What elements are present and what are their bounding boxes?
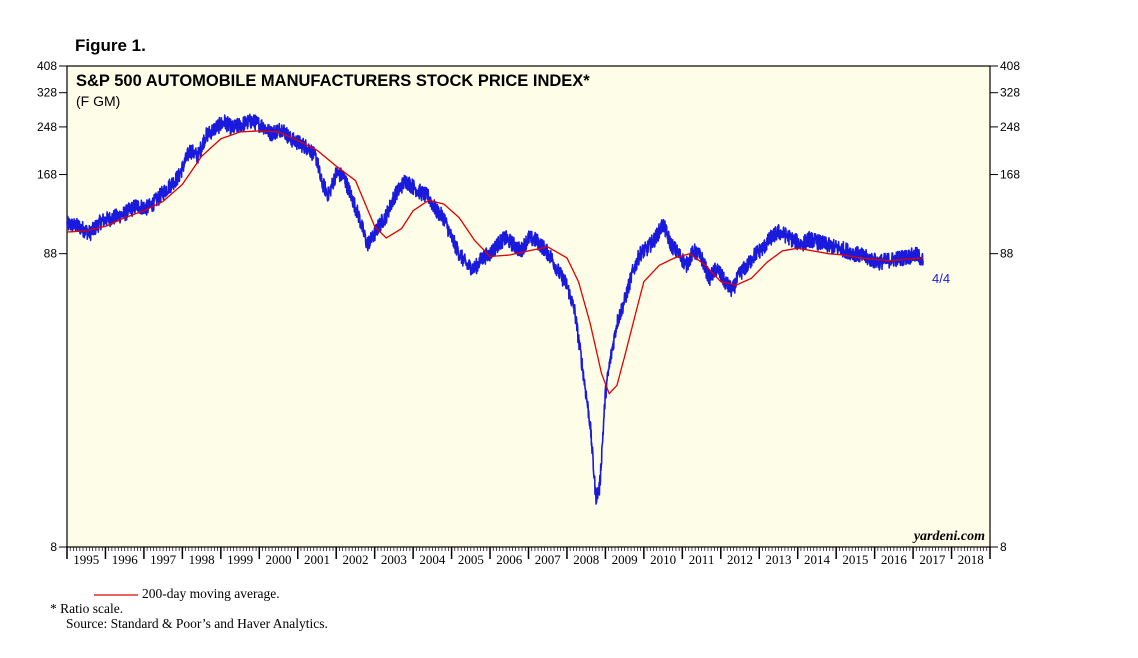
ytick-label-left: 88 [44,247,58,261]
xtick-label: 2001 [304,552,330,567]
xtick-label: 2014 [804,552,831,567]
xtick-label: 2008 [573,552,599,567]
ytick-label-right: 8 [1000,540,1007,554]
series-line-price [66,113,924,505]
xtick-label: 2011 [689,552,715,567]
xtick-label: 2016 [881,552,908,567]
xtick-label: 2007 [535,552,562,567]
xtick-label: 2006 [496,552,523,567]
ytick-label-left: 8 [50,540,57,554]
ytick-label-left: 168 [37,168,57,182]
ytick-label-right: 328 [1000,86,1020,100]
ytick-label-right: 88 [1000,247,1014,261]
end-label: 4/4 [932,271,950,286]
xtick-label: 2005 [458,552,484,567]
xtick-label: 2015 [842,552,868,567]
xtick-label: 1996 [112,552,139,567]
xtick-label: 2000 [266,552,292,567]
xtick-label: 2013 [765,552,791,567]
ytick-label-right: 168 [1000,168,1020,182]
ytick-label-left: 408 [37,59,57,73]
xtick-label: 2002 [342,552,368,567]
legend-label-ma: 200-day moving average. [142,586,280,601]
xtick-label: 2017 [919,552,946,567]
xtick-label: 2004 [419,552,446,567]
xtick-label: 1998 [189,552,215,567]
xtick-label: 1999 [227,552,253,567]
plot-area [66,65,991,548]
source-note: Source: Standard & Poor’s and Haver Anal… [66,616,328,631]
xtick-label: 1995 [73,552,99,567]
series-layer [66,113,924,505]
ytick-label-right: 248 [1000,120,1020,134]
xtick-label: 2009 [612,552,638,567]
xtick-label: 2010 [650,552,676,567]
legend-swatch-ma [94,594,138,596]
chart-title: S&P 500 AUTOMOBILE MANUFACTURERS STOCK P… [76,72,590,90]
ytick-label-left: 328 [37,86,57,100]
xtick-label: 2018 [958,552,984,567]
legend-row: 200-day moving average. [50,586,328,601]
figure-label: Figure 1. [75,36,146,55]
xtick-label: 1997 [150,552,177,567]
footnotes: 200-day moving average. * Ratio scale. S… [50,586,328,631]
watermark: yardeni.com [912,529,985,544]
ytick-label-left: 248 [37,120,57,134]
series-line-ma [66,130,924,395]
xtick-label: 2003 [381,552,407,567]
xtick-label: 2012 [727,552,753,567]
chart-subtitle: (F GM) [76,93,120,109]
ratio-note: * Ratio scale. [50,601,124,616]
ytick-label-right: 408 [1000,59,1020,73]
